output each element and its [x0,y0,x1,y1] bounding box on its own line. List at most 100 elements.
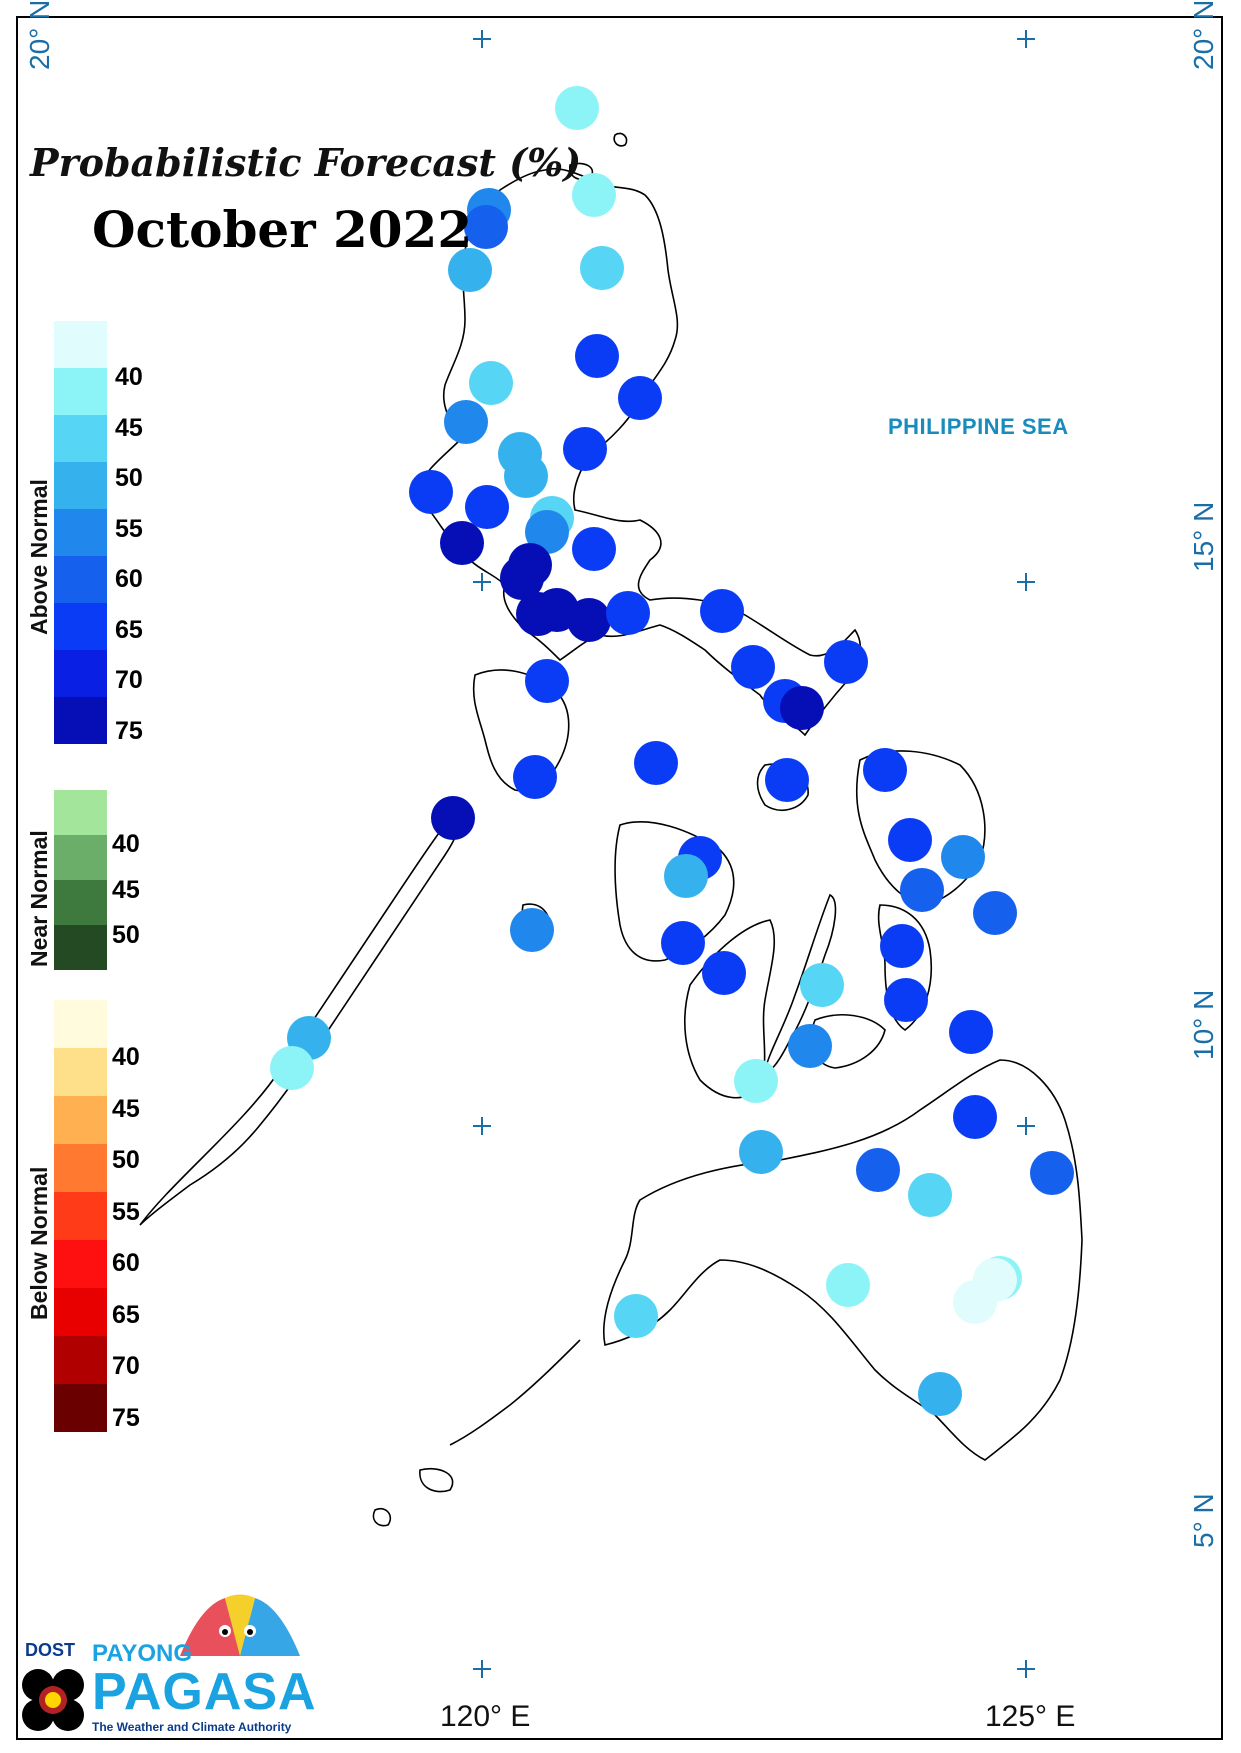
station-marker [949,1010,993,1054]
station-marker [856,1148,900,1192]
legend-tick-below: 45 [112,1094,140,1123]
legend-swatch [54,880,107,925]
legend-tick-above: 60 [115,565,143,593]
station-marker [731,645,775,689]
graticule-cross [473,573,491,591]
station-marker [661,921,705,965]
station-marker [525,510,569,554]
dost-seal-icon [22,1669,84,1731]
station-marker [580,246,624,290]
map-subtitle: October 2022 [92,200,473,259]
legend-swatch [54,415,107,462]
graticule-cross [473,1660,491,1678]
legend-near-normal-bar [54,790,107,970]
legend-label-below-normal: Below Normal [26,1166,52,1320]
graticule-cross [1017,30,1035,48]
legend-tick-below: 50 [112,1146,140,1174]
legend-above-normal-bar [54,321,107,744]
graticule-cross [1017,1660,1035,1678]
station-marker [444,400,488,444]
legend-swatch [54,1384,107,1432]
station-marker [953,1095,997,1139]
station-marker [555,86,599,130]
legend-tick-above: 45 [115,413,143,442]
station-marker [734,1059,778,1103]
graticule-cross [473,30,491,48]
legend-swatch [54,697,107,744]
station-marker [953,1280,997,1324]
station-marker [567,598,611,642]
station-marker [465,485,509,529]
station-marker [700,589,744,633]
station-marker [880,924,924,968]
station-marker [525,659,569,703]
graticule-cross [473,1117,491,1135]
legend-tick-below: 40 [112,1043,140,1071]
station-marker [563,427,607,471]
legend-swatch [54,835,107,880]
station-marker [884,978,928,1022]
legend-tick-below: 70 [112,1352,140,1380]
station-marker [409,470,453,514]
legend-tick-near: 45 [112,875,140,904]
legend-swatch [54,603,107,650]
legend-tick-above: 75 [115,716,143,745]
legend-swatch [54,1192,107,1240]
dost-logo-text: DOST [25,1640,76,1660]
station-marker [572,527,616,571]
legend-swatch [54,1240,107,1288]
lat-label-top-left: 20° N [24,0,55,70]
station-marker [765,758,809,802]
station-marker [824,640,868,684]
legend-tick-above: 65 [115,615,143,644]
station-marker [270,1046,314,1090]
legend-swatch [54,321,107,368]
station-marker [614,1294,658,1338]
graticule-cross [1017,573,1035,591]
pagasa-text: PAGASA [92,1663,317,1721]
station-marker [780,686,824,730]
pagasa-tagline: The Weather and Climate Authority [92,1720,292,1734]
station-marker [900,868,944,912]
legend-tick-above: 55 [115,514,143,543]
legend-tick-above: 70 [115,666,143,694]
legend-tick-near: 50 [112,921,140,949]
station-marker [863,748,907,792]
legend-tick-above: 40 [115,363,143,391]
station-marker [702,951,746,995]
station-marker [664,854,708,898]
station-marker [606,591,650,635]
legend-swatch [54,1288,107,1336]
station-marker [618,376,662,420]
station-marker [464,205,508,249]
lat-label-15n: 15° N [1188,501,1219,572]
lon-label-125e: 125° E [985,1700,1076,1733]
legend-swatch [54,1096,107,1144]
lat-label-top-right: 20° N [1188,0,1219,70]
legend-below-normal-bar [54,1000,107,1432]
legend-swatch [54,1048,107,1096]
philippines-coastline [139,91,1083,1527]
station-marker [918,1372,962,1416]
legend-swatch [54,1000,107,1048]
station-marker [448,248,492,292]
legend-swatch [54,790,107,835]
station-marker [440,521,484,565]
umbrella-logo [180,1594,300,1656]
lat-label-5n: 5° N [1188,1493,1219,1548]
station-marker [788,1024,832,1068]
legend-swatch [54,1144,107,1192]
station-marker [800,963,844,1007]
map-title: Probabilistic Forecast (%) [30,140,582,185]
station-marker [973,891,1017,935]
station-marker [504,454,548,498]
station-marker [431,796,475,840]
station-marker [575,334,619,378]
legend-tick-below: 75 [112,1403,140,1432]
station-marker [500,556,544,600]
station-marker [908,1173,952,1217]
legend-swatch [54,368,107,415]
station-marker [634,741,678,785]
lat-label-10n: 10° N [1188,989,1219,1060]
